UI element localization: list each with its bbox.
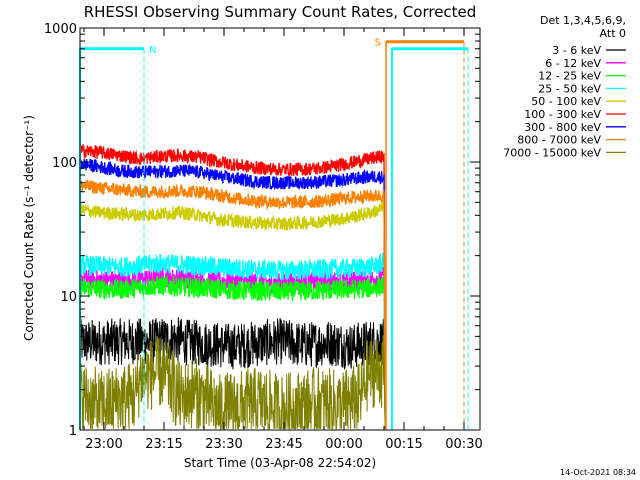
legend-label: 50 - 100 keV [531,95,601,108]
x-tick-label: 00:15 [385,437,422,452]
legend-label: 800 - 7000 keV [517,134,601,147]
x-tick-label: 00:30 [445,437,482,452]
x-tick-label: 23:45 [265,437,302,452]
legend-label: 6 - 12 keV [545,57,601,70]
series-layer [80,144,386,430]
x-tick-label: 23:15 [145,437,182,452]
y-tick-label: 100 [52,156,77,171]
legend-label: 12 - 25 keV [538,70,601,83]
x-tick-label: 23:00 [85,437,122,452]
legend-label: 25 - 50 keV [538,82,601,95]
annotation-label-saa: S [375,38,381,49]
plot-frame [79,27,481,431]
legend-label: 300 - 800 keV [524,121,601,134]
chart-title: RHESSI Observing Summary Count Rates, Co… [84,3,477,21]
y-tick-label: 10 [60,290,77,305]
y-tick-label: 1 [69,424,77,439]
annotation-label-night: N [149,45,156,56]
x-tick-label: 00:00 [325,437,362,452]
y-axis-label: Corrected Count Rate (s⁻¹ detector⁻¹) [22,115,36,341]
series-line-3-6 [80,317,386,429]
series-line-800-7000 [80,179,386,429]
legend-header: Det 1,3,4,5,6,9, [540,14,626,27]
series-line-12-25 [80,275,386,429]
axes: N S 23:00 23:15 23:30 23:45 00:00 00:15 00:30 1 10… [44,22,483,452]
legend-header: Att 0 [600,27,626,40]
series-line-25-50 [80,252,386,429]
legend-label: 3 - 6 keV [552,44,601,57]
render-timestamp: 14-Oct-2021 08:34 [560,468,636,477]
x-tick-label: 23:30 [205,437,242,452]
series-line-50-100 [80,201,386,429]
series-line-100-300 [80,144,386,429]
series-line-300-800 [80,157,386,429]
y-tick-label: 1000 [44,22,77,37]
legend-label: 7000 - 15000 keV [503,146,601,159]
series-line-7000-15000 [80,335,386,430]
x-axis-label: Start Time (03-Apr-08 22:54:02) [184,456,376,470]
legend-label: 100 - 300 keV [524,108,601,121]
